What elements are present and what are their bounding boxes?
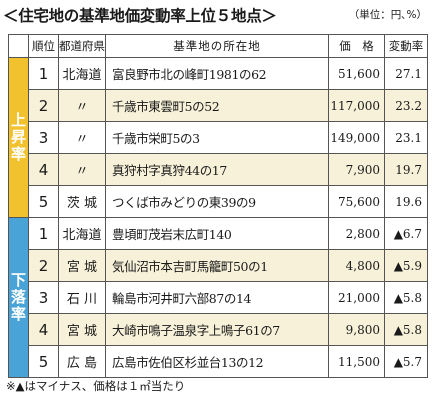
address-cell: 豊頃町茂岩末広町140 [105,217,329,250]
land-price-table: 順位 都道府県 基準地の所在地 価 格 変動率 上昇率 1 北海道 富良野市北の… [8,34,428,378]
table-row: 5 広 島 広島市佐伯区杉並台13の12 11,500 ▲5.7 [9,345,428,378]
rate-cell: 19.7 [384,153,428,186]
prefecture-cell: 茨 城 [58,185,106,218]
group-label-rising: 上昇率 [8,57,29,218]
address-cell: 富良野市北の峰町1981の62 [105,57,329,90]
unit-label: （単位：円､%） [348,9,427,21]
prefecture-cell: 〃 [58,121,106,154]
address-cell: つくば市みどりの東39の9 [105,185,329,218]
rate-cell: 27.1 [384,57,428,90]
rank-cell: 4 [28,153,59,186]
rank-cell: 5 [28,345,59,378]
table-row: 上昇率 1 北海道 富良野市北の峰町1981の62 51,600 27.1 [8,57,428,218]
address-cell: 輪島市河井町六部87の14 [105,281,329,314]
rate-cell: 23.1 [384,121,428,154]
price-cell: 21,000 [328,281,385,314]
address-cell: 広島市佐伯区杉並台13の12 [105,345,329,378]
table-row: 2 〃 千歳市東雲町5の52 117,000 23.2 [9,89,428,122]
header-rank: 順位 [28,34,59,58]
address-cell: 千歳市栄町5の3 [105,121,329,154]
prefecture-cell: 宮 城 [58,249,106,282]
rate-cell: ▲5.8 [384,281,428,314]
address-cell: 大崎市鳴子温泉字上鳴子61の7 [105,313,329,346]
price-cell: 2,800 [328,217,385,250]
price-cell: 117,000 [328,89,385,122]
price-cell: 11,500 [328,345,385,378]
price-cell: 149,000 [328,121,385,154]
prefecture-cell: 〃 [58,89,106,122]
rank-cell: 1 [28,57,59,90]
rate-cell: ▲6.7 [384,217,428,250]
prefecture-cell: 石 川 [58,281,106,314]
rank-cell: 3 [28,281,59,314]
rate-cell: 23.2 [384,89,428,122]
rank-cell: 2 [28,89,59,122]
rate-cell: ▲5.9 [384,249,428,282]
table-row: 4 〃 真狩村字真狩44の17 7,900 19.7 [9,153,428,186]
table-row: 4 宮 城 大崎市鳴子温泉字上鳴子61の7 9,800 ▲5.8 [9,313,428,346]
group-label-falling: 下落率 [8,217,29,378]
table-row: 3 石 川 輪島市河井町六部87の14 21,000 ▲5.8 [9,281,428,314]
rank-cell: 5 [28,185,59,218]
price-cell: 51,600 [328,57,385,90]
address-cell: 千歳市東雲町5の52 [105,89,329,122]
header-price: 価 格 [328,34,385,58]
header-blank [8,34,29,58]
rank-cell: 1 [28,217,59,250]
rate-cell: ▲5.8 [384,313,428,346]
table-row: 下落率 1 北海道 豊頃町茂岩末広町140 2,800 ▲6.7 [8,217,428,378]
table-row: 5 茨 城 つくば市みどりの東39の9 75,600 19.6 [9,185,428,218]
prefecture-cell: 広 島 [58,345,106,378]
rate-cell: 19.6 [384,185,428,218]
address-cell: 気仙沼市本吉町馬籠町50の1 [105,249,329,282]
address-cell: 真狩村字真狩44の17 [105,153,329,186]
price-cell: 9,800 [328,313,385,346]
header-prefecture: 都道府県 [58,34,106,58]
title-bar: ＜住宅地の基準地価変動率上位５地点＞ （単位：円､%） [3,4,433,28]
rank-cell: 3 [28,121,59,154]
price-cell: 4,800 [328,249,385,282]
rate-cell: ▲5.7 [384,345,428,378]
header-row: 順位 都道府県 基準地の所在地 価 格 変動率 [8,34,428,58]
table-row: 2 宮 城 気仙沼市本吉町馬籠町50の1 4,800 ▲5.9 [9,249,428,282]
prefecture-cell: 北海道 [58,217,106,250]
table-row: 3 〃 千歳市栄町5の3 149,000 23.1 [9,121,428,154]
header-address: 基準地の所在地 [105,34,329,58]
prefecture-cell: 北海道 [58,57,106,90]
footnote: ※▲はマイナス、価格は１㎡当たり [6,379,186,393]
rank-cell: 2 [28,249,59,282]
header-rate: 変動率 [384,34,428,58]
price-cell: 7,900 [328,153,385,186]
table-title: ＜住宅地の基準地価変動率上位５地点＞ [3,7,277,25]
prefecture-cell: 〃 [58,153,106,186]
prefecture-cell: 宮 城 [58,313,106,346]
rank-cell: 4 [28,313,59,346]
price-cell: 75,600 [328,185,385,218]
